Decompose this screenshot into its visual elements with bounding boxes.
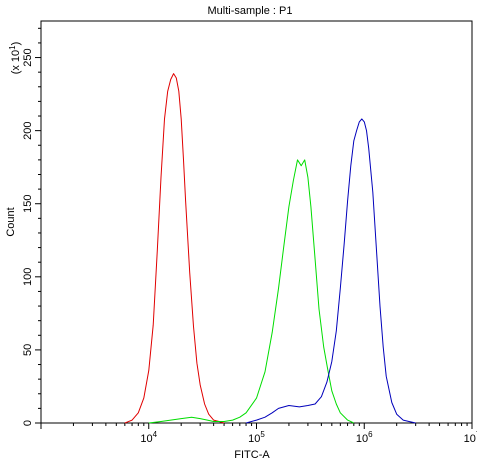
x-tick-base: 10 bbox=[464, 433, 476, 445]
y-tick-label: 250 bbox=[22, 48, 34, 66]
x-tick-exp: 5 bbox=[260, 430, 265, 439]
y-tick-label: 100 bbox=[22, 268, 34, 286]
x-tick-base: 10 bbox=[356, 433, 368, 445]
y-tick-label: 150 bbox=[22, 195, 34, 213]
y-multiplier-label: (x 10 bbox=[10, 50, 22, 74]
x-tick-label: 104 bbox=[140, 430, 157, 445]
y-multiplier-close: ) bbox=[10, 42, 22, 46]
chart-title: Multi-sample : P1 bbox=[208, 5, 293, 17]
y-tick-label: 50 bbox=[22, 344, 34, 356]
svg-text:(x 101): (x 101) bbox=[8, 42, 22, 75]
plot-frame bbox=[40, 20, 473, 424]
series-line-1 bbox=[124, 73, 225, 424]
series-line-3 bbox=[245, 118, 416, 424]
x-axis-label: FITC-A bbox=[234, 449, 270, 461]
x-axis-ticks: 104105106107 bbox=[40, 423, 477, 445]
x-tick-exp: 4 bbox=[153, 430, 158, 439]
x-tick-label: 105 bbox=[248, 430, 265, 445]
y-axis-multiplier: (x 101) bbox=[8, 42, 22, 75]
y-axis-label: Count bbox=[5, 207, 17, 236]
x-tick-label: 106 bbox=[356, 430, 373, 445]
x-tick-base: 10 bbox=[248, 433, 260, 445]
x-tick-base: 10 bbox=[140, 433, 152, 445]
y-axis-ticks: 0 50 100 150 200 250 bbox=[22, 27, 41, 426]
y-tick-label: 0 bbox=[22, 420, 34, 426]
x-tick-exp: 6 bbox=[368, 430, 373, 439]
y-tick-label: 200 bbox=[22, 121, 34, 139]
series-line-2 bbox=[148, 159, 355, 424]
series-group bbox=[124, 73, 416, 424]
y-multiplier-exp: 1 bbox=[8, 45, 17, 50]
x-tick-label: 107 bbox=[464, 430, 477, 445]
x-tick-exp: 7 bbox=[476, 430, 477, 439]
